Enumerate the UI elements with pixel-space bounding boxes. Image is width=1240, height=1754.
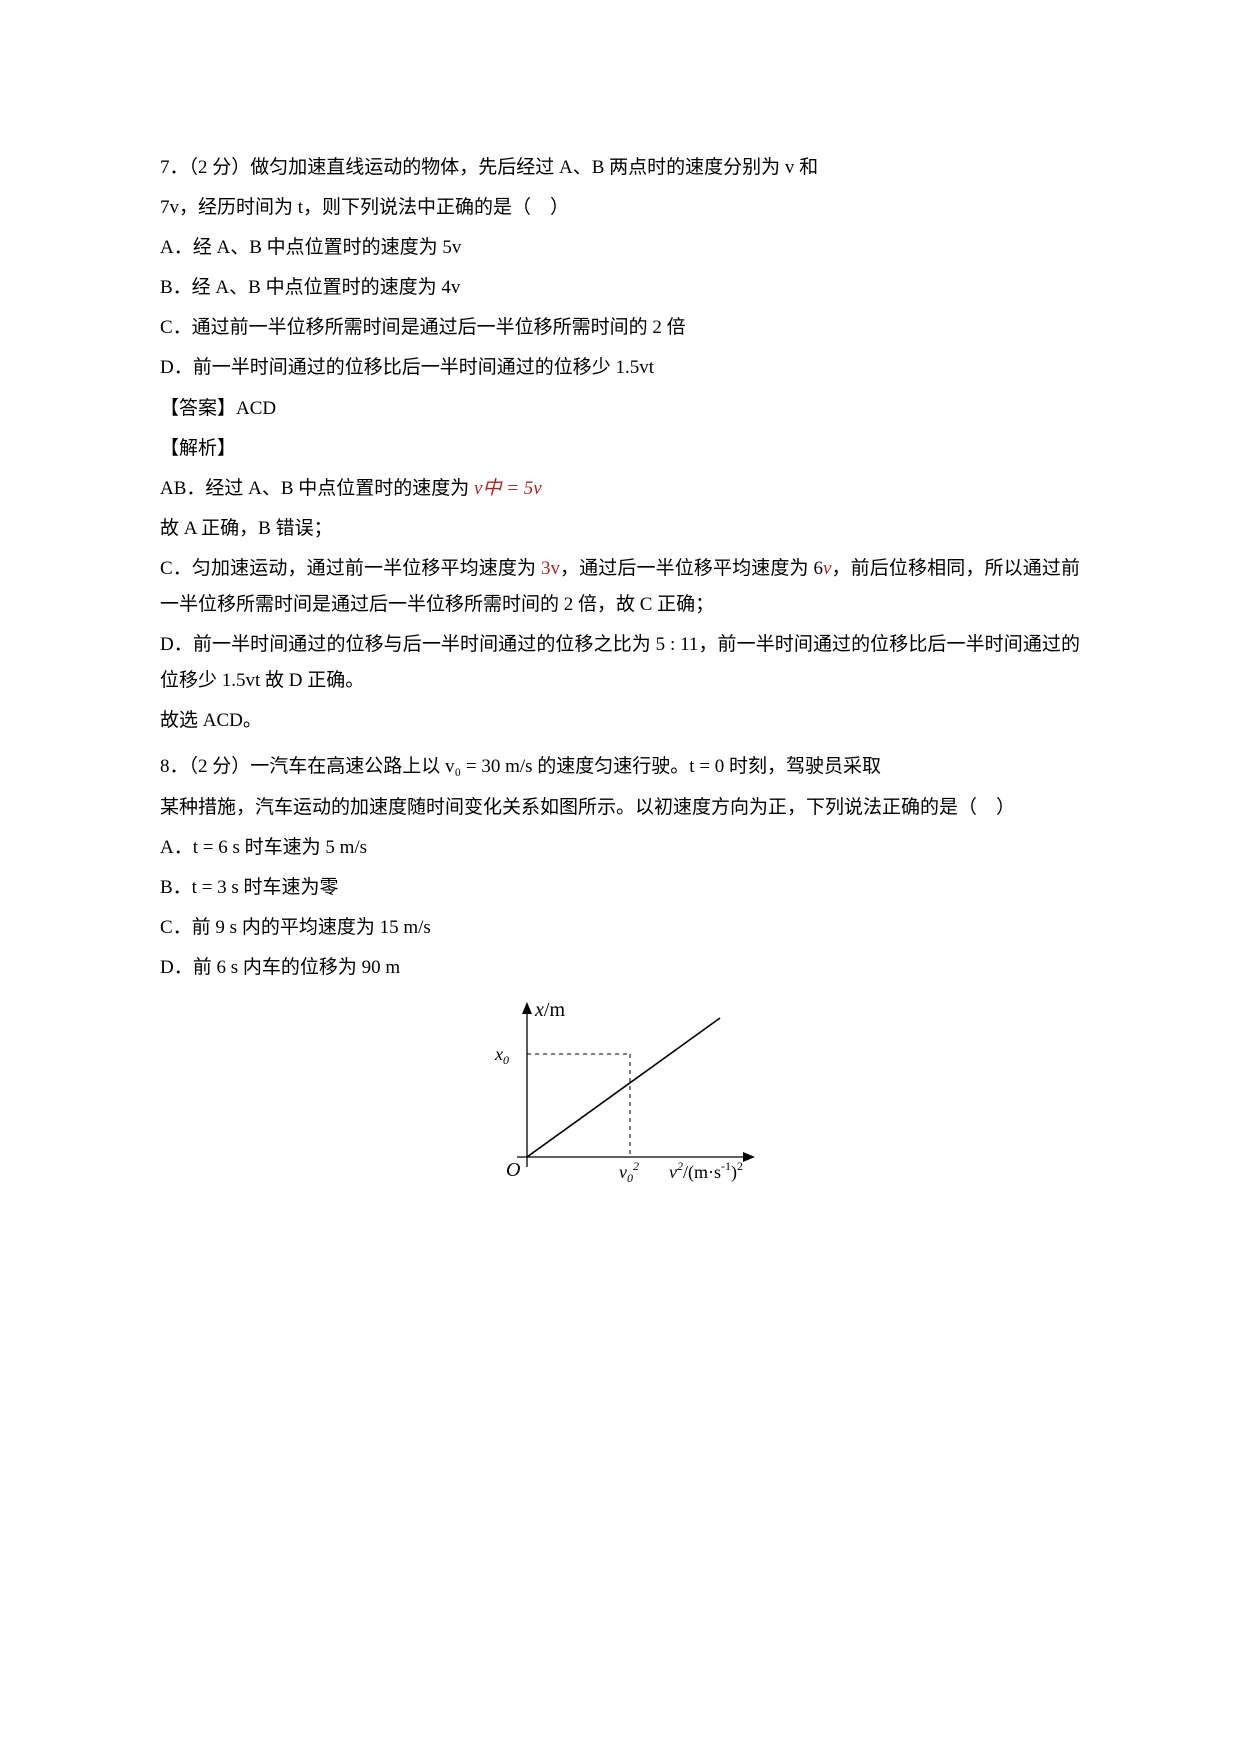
- q1-line2: 7v，经历时间为 t，则下列说法中正确的是（ ）: [160, 190, 1080, 226]
- q1-expl-ab-end: 故 A 正确，B 错误；: [160, 511, 1080, 547]
- expl-3v: 3v: [541, 558, 560, 579]
- origin-label: O: [506, 1159, 520, 1181]
- xv2-chart: x/m x0 O v02 v2/(m·s-1)2: [465, 992, 775, 1192]
- q1-expl-d: D．前一半时间通过的位移与后一半时间通过的位移之比为 5 : 11，前一半时间通…: [160, 627, 1080, 699]
- y-axis-label: x/m: [534, 999, 565, 1021]
- q1-optA: A．经 A、B 中点位置时的速度为 5v: [160, 230, 1080, 266]
- q2-lead: 8．（2 分）一汽车在高速公路上以 v₀ = 30 m/s 的速度匀速行驶。t …: [160, 749, 1080, 785]
- expl-vmid: v中 = 5v: [474, 478, 542, 499]
- q2-line2: 某种措施，汽车运动的加速度随时间变化关系如图所示。以初速度方向为正，下列说法正确…: [160, 790, 1080, 826]
- q1-expl-ab: AB．经过 A、B 中点位置时的速度为 v中 = 5v: [160, 471, 1080, 507]
- answer-text: ACD: [236, 398, 276, 419]
- q2-optC: C．前 9 s 内的平均速度为 15 m/s: [160, 910, 1080, 946]
- q2-optA: A．t = 6 s 时车速为 5 m/s: [160, 830, 1080, 866]
- expl-p2a: C．匀加速运动，通过前一半位移平均速度为: [160, 558, 536, 579]
- q1-expl-final: 故选 ACD。: [160, 703, 1080, 739]
- q1-optC: C．通过前一半位移所需时间是通过后一半位移所需时间的 2 倍: [160, 310, 1080, 346]
- q2-optB: B．t = 3 s 时车速为零: [160, 870, 1080, 906]
- q1-answer: 【答案】ACD: [160, 391, 1080, 427]
- expl-p1a: AB．经过 A、B 中点位置时的速度为: [160, 478, 469, 499]
- q2-optD: D．前 6 s 内车的位移为 90 m: [160, 950, 1080, 986]
- q1-explanation-label: 【解析】: [160, 431, 1080, 467]
- q1-optD: D．前一半时间通过的位移比后一半时间通过的位移少 1.5vt: [160, 350, 1080, 386]
- answer-label: 【答案】: [160, 398, 236, 419]
- expl-p2b: ，通过后一半位移平均速度为 6: [560, 558, 823, 579]
- expl-3v-text: 3v: [541, 558, 560, 579]
- q1-expl-c: C．匀加速运动，通过前一半位移平均速度为 3v，通过后一半位移平均速度为 6v，…: [160, 551, 1080, 623]
- q1-optB: B．经 A、B 中点位置时的速度为 4v: [160, 270, 1080, 306]
- q1-lead: 7．（2 分）做匀加速直线运动的物体，先后经过 A、B 两点时的速度分别为 v …: [160, 150, 1080, 186]
